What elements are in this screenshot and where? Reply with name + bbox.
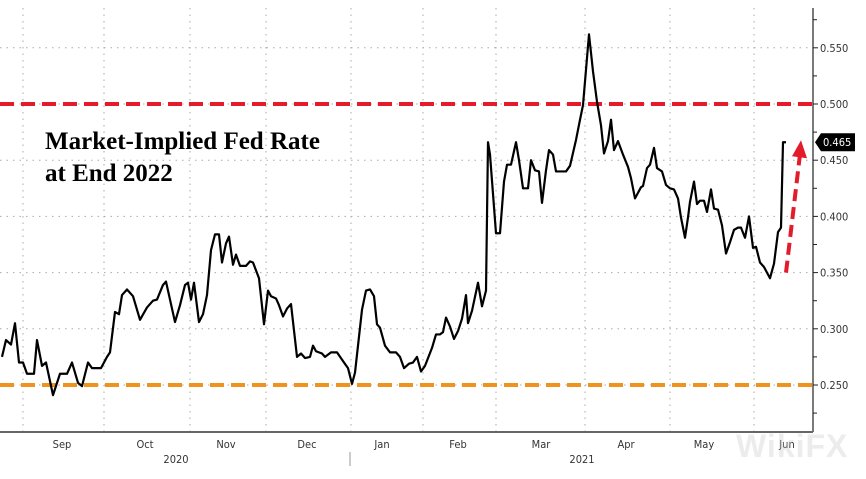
x-tick-label-nov: Nov [216,438,235,451]
y-tick-label: 0.400 [820,210,848,223]
series-line [0,33,786,397]
last-value-label: 0.465 [823,136,851,149]
title-line-1: Market-Implied Fed Rate [45,128,320,155]
title-line-2: at End 2022 [45,160,173,187]
x-tick-label-mar: Mar [532,438,552,451]
y-tick-label: 0.450 [820,154,848,167]
x-tick-label-apr: Apr [617,438,635,451]
chart-title: Market-Implied Fed Rate at End 2022 [45,126,320,190]
x-tick-label-oct: Oct [136,438,153,451]
year-label-2020: 2020 [163,453,188,466]
y-tick-label: 0.550 [820,42,848,55]
y-tick-label: 0.300 [820,323,848,336]
last-value-badge [815,133,855,152]
x-tick-label-dec: Dec [297,438,316,451]
x-tick-label-may: May [694,438,715,451]
x-tick-label-jan: Jan [373,438,389,451]
arrow-shaft [784,153,802,273]
x-tick-label-sep: Sep [53,438,72,451]
arrow-head-icon [792,140,807,159]
y-tick-label: 0.500 [820,98,848,111]
x-tick-label-jun: Jun [778,438,794,451]
x-tick-label-feb: Feb [449,438,466,451]
y-tick-label: 0.250 [820,379,848,392]
year-label-2021: 2021 [569,453,594,466]
watermark: WikiFX [736,428,849,464]
y-tick-label: 0.350 [820,267,848,280]
